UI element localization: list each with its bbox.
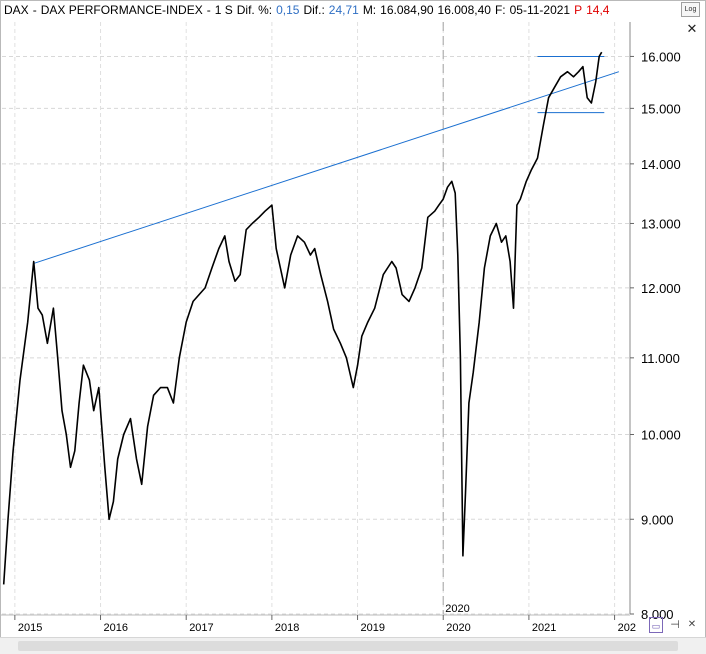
log-scale-button[interactable]: Log — [681, 2, 700, 17]
pin-icon[interactable]: ⊣ — [670, 619, 680, 631]
x-tick-label: 2020 — [446, 622, 470, 634]
dif-pct-label: Dif. %: — [236, 3, 273, 17]
y-tick-label: 12.000 — [641, 281, 681, 296]
dif-label: Dif.: — [303, 3, 325, 17]
instrument-name: DAX PERFORMANCE-INDEX — [40, 3, 203, 17]
y-axis: 16.000 15.000 14.000 13.000 12.000 11.000 10.0… — [629, 22, 681, 622]
symbol-label: DAX — [4, 3, 29, 17]
scrollbar-thumb[interactable] — [18, 641, 678, 651]
p-value: 14,4 — [586, 3, 610, 17]
grid: 2020 — [2, 22, 630, 615]
dif-pct-value: 0,15 — [276, 3, 300, 17]
y-tick-label: 15.000 — [641, 101, 681, 116]
separator: - — [32, 3, 37, 17]
x-tick-label: 2021 — [532, 622, 556, 634]
y-tick-label: 16.000 — [641, 49, 681, 64]
trendline — [33, 71, 620, 264]
x-tick-label: 202 — [618, 622, 636, 634]
y-tick-label: 9.000 — [641, 512, 674, 527]
quote-header: DAX - DAX PERFORMANCE-INDEX -1 S Dif. %: 0,15… — [0, 0, 640, 20]
x-tick-label: 2016 — [104, 622, 128, 634]
price-line — [2, 51, 603, 585]
dif-value: 24,71 — [328, 3, 359, 17]
bottom-toolbar: ▭ ⊣ ✕ — [647, 617, 703, 635]
dash: - — [206, 3, 211, 17]
x-tick-label: 2015 — [18, 622, 42, 634]
m-value: 16.084,90 — [380, 3, 434, 17]
horizontal-scrollbar[interactable] — [0, 637, 706, 654]
close-small-icon[interactable]: ✕ — [687, 619, 697, 630]
y-tick-label: 11.000 — [641, 351, 680, 366]
year-marker-label: 2020 — [445, 603, 469, 615]
date-value: 05-11-2021 — [509, 3, 571, 17]
p-label: P — [574, 3, 583, 17]
low-value: 16.008,40 — [437, 3, 491, 17]
y-tick-label: 14.000 — [641, 157, 681, 172]
m-label: M: — [362, 3, 377, 17]
series — [2, 51, 603, 585]
x-tick-label: 2018 — [275, 622, 299, 634]
x-tick-label: 2017 — [189, 622, 213, 634]
y-tick-label: 10.000 — [641, 428, 681, 443]
date-label: F: — [494, 3, 506, 17]
x-tick-label: 2019 — [361, 622, 385, 634]
close-icon[interactable]: ✕ — [686, 21, 698, 36]
trendlines — [33, 55, 620, 264]
x-axis: 2015 2016 2017 2018 2019 2020 2021 202 — [0, 614, 636, 634]
document-icon[interactable]: ▭ — [649, 617, 663, 633]
y-tick-label: 13.000 — [641, 216, 681, 231]
period-label: 1 S — [214, 3, 233, 17]
